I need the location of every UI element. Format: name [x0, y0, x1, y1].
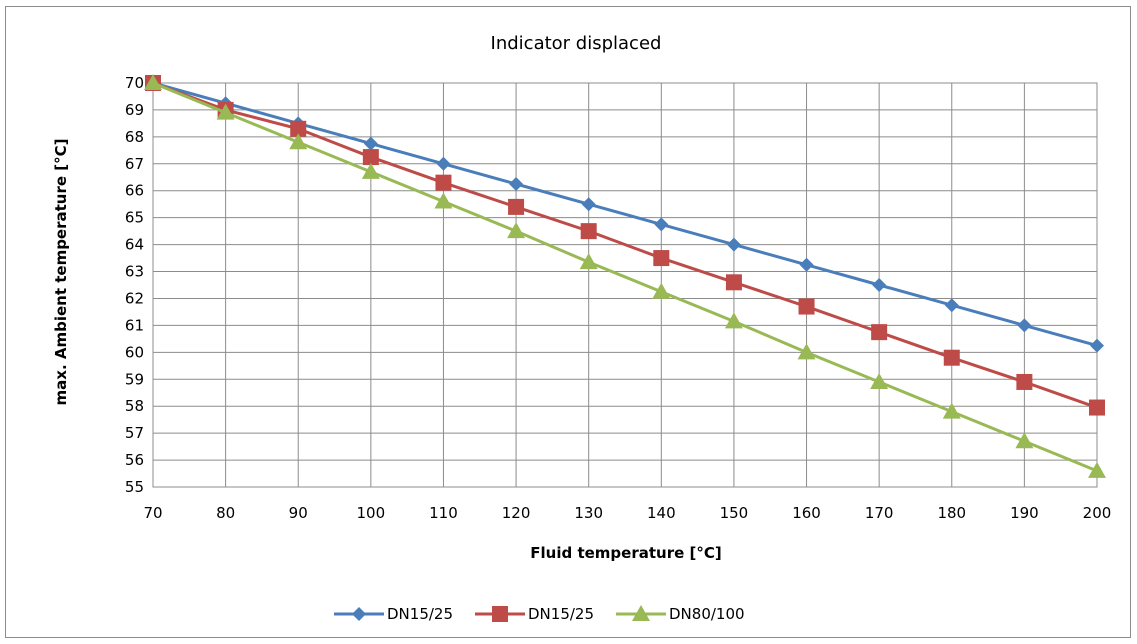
data-point: [1016, 373, 1033, 390]
data-point: [144, 74, 162, 90]
data-point: [872, 278, 887, 292]
x-tick-label: 150: [720, 504, 749, 522]
data-point: [363, 136, 378, 151]
data-point: [654, 217, 669, 232]
y-tick-label: 64: [125, 236, 144, 254]
y-tick-label: 63: [125, 263, 144, 281]
series-1: [146, 76, 1104, 353]
y-tick-label: 70: [125, 74, 144, 92]
data-point: [580, 223, 597, 240]
data-point: [434, 192, 453, 209]
chart-title: Indicator displaced: [491, 33, 662, 54]
y-tick-label: 67: [125, 155, 144, 173]
series-3: [144, 74, 1106, 478]
x-tick-label: 190: [1010, 504, 1039, 522]
legend-entry: DN80/100: [616, 605, 745, 623]
data-point: [943, 349, 960, 366]
x-tick-label: 130: [574, 504, 603, 522]
data-point: [944, 298, 959, 313]
series-line: [152, 81, 1098, 473]
data-point: [871, 324, 888, 341]
y-tick-label: 68: [125, 128, 144, 146]
legend-marker: [632, 605, 650, 621]
x-axis-title: Fluid temperature [°C]: [530, 544, 721, 562]
legend-label: DN15/25: [528, 605, 594, 623]
series-group: [144, 74, 1106, 478]
data-point: [724, 312, 743, 329]
data-point: [507, 222, 526, 239]
legend-marker: [492, 606, 508, 622]
data-point: [361, 162, 380, 179]
x-tick-label: 200: [1083, 504, 1112, 522]
legend-entry: DN15/25: [475, 605, 594, 623]
y-tick-label: 57: [125, 424, 144, 442]
data-point: [942, 402, 961, 419]
x-axis-ticks: 70 80 90 100 110 120 130 140 150 160 170 180 190 200: [143, 504, 1111, 522]
legend: DN15/25 DN15/25 DN80/100: [334, 605, 745, 623]
x-tick-label: 80: [216, 504, 235, 522]
y-tick-label: 58: [125, 397, 144, 415]
chart-frame: [5, 6, 1131, 638]
y-tick-label: 69: [125, 101, 144, 119]
data-point: [216, 103, 235, 120]
plot-area: [152, 82, 1098, 488]
data-point: [509, 177, 524, 191]
x-tick-label: 100: [357, 504, 386, 522]
x-tick-label: 180: [937, 504, 966, 522]
series-line: [152, 81, 1098, 348]
data-point: [579, 253, 598, 270]
y-tick-label: 56: [125, 451, 144, 469]
y-tick-label: 60: [125, 343, 144, 361]
legend-marker: [352, 607, 366, 621]
series-line: [152, 81, 1098, 409]
data-point: [436, 156, 451, 171]
y-tick-label: 66: [125, 182, 144, 200]
data-point: [797, 343, 816, 360]
data-point: [1017, 318, 1032, 333]
y-axis-ticks: 55 56 57 58 59 60 61 62 63 64 65 66 67 68 69 70: [125, 74, 144, 496]
data-point: [290, 120, 307, 137]
data-point: [1090, 338, 1104, 353]
data-point: [870, 372, 889, 389]
y-axis-title: max. Ambient temperature [°C]: [52, 139, 70, 406]
x-tick-label: 160: [792, 504, 821, 522]
x-tick-label: 170: [865, 504, 894, 522]
series-2: [145, 75, 1105, 416]
data-point: [435, 174, 452, 191]
y-tick-label: 65: [125, 209, 144, 227]
data-point: [362, 149, 379, 166]
data-point: [653, 250, 670, 267]
data-point: [798, 298, 815, 315]
data-point: [725, 274, 742, 291]
x-tick-label: 70: [143, 504, 162, 522]
x-tick-label: 90: [289, 504, 308, 522]
y-tick-label: 55: [125, 478, 144, 496]
data-point: [1088, 461, 1106, 478]
x-tick-label: 120: [502, 504, 531, 522]
x-tick-label: 110: [429, 504, 458, 522]
y-tick-label: 62: [125, 289, 144, 307]
y-tick-label: 61: [125, 316, 144, 334]
data-point: [799, 257, 814, 272]
legend-label: DN15/25: [387, 605, 453, 623]
data-point: [1089, 399, 1105, 416]
data-point: [1015, 432, 1034, 449]
data-point: [726, 237, 741, 252]
legend-entry: DN15/25: [334, 605, 453, 623]
data-point: [652, 282, 671, 299]
data-point: [581, 197, 596, 212]
data-point: [508, 198, 525, 215]
x-tick-label: 140: [647, 504, 676, 522]
y-tick-label: 59: [125, 370, 144, 388]
data-point: [289, 133, 308, 150]
legend-label: DN80/100: [669, 605, 745, 623]
